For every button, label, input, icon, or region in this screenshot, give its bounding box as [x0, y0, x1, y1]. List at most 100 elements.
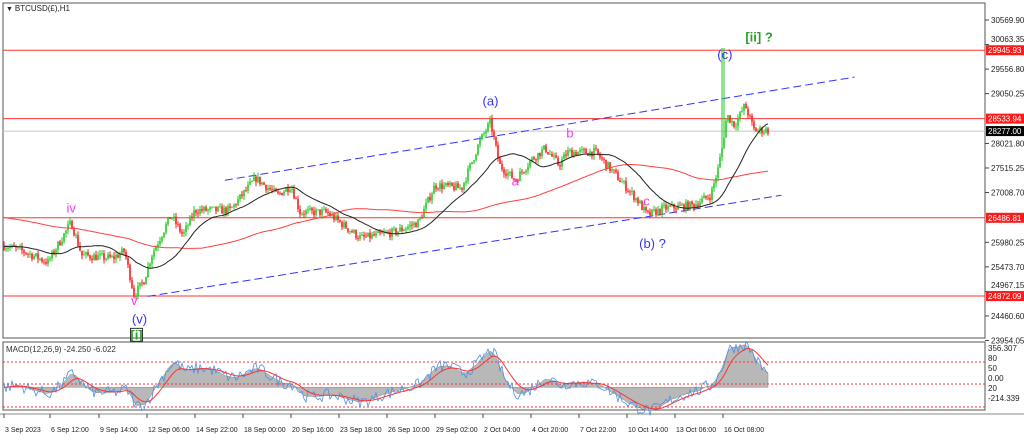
candle-body — [723, 137, 725, 148]
candle-body — [611, 169, 613, 172]
candle-body — [447, 183, 449, 185]
candle-body — [435, 185, 437, 189]
candle-body — [693, 204, 695, 208]
candle-body — [251, 180, 253, 182]
y-tick-label: 30569.90 — [991, 16, 1024, 25]
candle-body — [169, 217, 171, 219]
candle-body — [497, 145, 499, 159]
candle-body — [277, 191, 279, 193]
x-tick-label: 7 Oct 22:00 — [580, 427, 616, 434]
candle-body — [659, 208, 661, 214]
candle-body — [475, 154, 477, 161]
candle-body — [553, 155, 555, 157]
candle-body — [231, 206, 233, 208]
candle-body — [217, 206, 219, 212]
candle-body — [215, 206, 217, 212]
candle-body — [763, 132, 765, 134]
candle-body — [351, 231, 353, 233]
candle-body — [467, 168, 469, 182]
candle-body — [613, 169, 615, 171]
candle-body — [661, 205, 663, 214]
candle-body — [711, 188, 713, 200]
candle-body — [523, 172, 525, 173]
candle-body — [589, 151, 591, 156]
macd-y-tick-label: -214.339 — [988, 394, 1020, 403]
y-tick-label: 28021.80 — [991, 139, 1024, 148]
candle-body — [5, 248, 7, 250]
wave-label: [ii] ? — [745, 30, 772, 45]
candle-body — [767, 128, 769, 134]
candle-body — [359, 235, 361, 239]
candle-body — [483, 133, 485, 135]
candle-body — [7, 248, 9, 249]
candle-body — [627, 191, 629, 192]
candle-body — [681, 204, 683, 206]
candle-body — [451, 182, 453, 186]
candle-body — [157, 244, 159, 247]
channel-line-upper — [224, 76, 855, 181]
candle-body — [13, 245, 15, 247]
wave-label: (c) — [717, 47, 732, 62]
candle-body — [717, 167, 719, 179]
candle-body — [647, 210, 649, 212]
candle-body — [233, 204, 235, 207]
candle-body — [393, 228, 395, 230]
candle-body — [205, 207, 207, 211]
candle-body — [509, 171, 511, 173]
chart-title: ▼ BTCUSD(£),H1 — [6, 4, 70, 13]
candle-body — [197, 212, 199, 214]
candle-body — [229, 206, 231, 208]
candle-body — [127, 257, 129, 265]
candle-body — [209, 207, 211, 210]
candle-body — [707, 197, 709, 199]
candle-body — [115, 255, 117, 260]
candle-body — [585, 149, 587, 154]
candle-body — [535, 159, 537, 161]
candle-body — [143, 282, 145, 285]
current-price-label: 28277.00 — [988, 127, 1022, 136]
candle-body — [79, 245, 81, 251]
candle-body — [739, 111, 741, 119]
moving-average-slow — [3, 164, 769, 249]
candle-body — [135, 296, 137, 298]
candle-body — [81, 250, 83, 256]
macd-histogram — [3, 344, 769, 412]
y-tick-label: 23954.05 — [991, 337, 1024, 346]
candle-body — [425, 202, 427, 209]
x-tick-label: 18 Sep 00:00 — [244, 427, 286, 434]
candle-body — [493, 131, 495, 138]
candle-body — [349, 231, 351, 232]
wave-label: iv — [66, 200, 76, 215]
candle-body — [335, 215, 337, 221]
candle-body — [181, 231, 183, 234]
candle-body — [51, 251, 53, 259]
candle-body — [519, 171, 521, 181]
candle-body — [221, 206, 223, 214]
candle-body — [685, 201, 687, 211]
candle-body — [69, 220, 71, 225]
candle-body — [167, 217, 169, 225]
candle-body — [139, 282, 141, 287]
y-tick-label: 30063.35 — [991, 35, 1024, 44]
triangle-down-icon[interactable]: ▼ — [6, 6, 15, 13]
x-tick-label: 13 Oct 06:00 — [676, 427, 716, 434]
candle-body — [67, 224, 69, 231]
candle-body — [757, 130, 759, 132]
candle-body — [513, 178, 515, 180]
candle-body — [709, 198, 711, 200]
candle-body — [581, 149, 583, 150]
candle-body — [269, 188, 271, 190]
candle-body — [185, 225, 187, 232]
candle-body — [745, 104, 747, 109]
candle-body — [397, 231, 399, 235]
candle-body — [619, 180, 621, 182]
candle-body — [441, 183, 443, 189]
candle-body — [687, 201, 689, 210]
candle-body — [635, 198, 637, 201]
candle-body — [477, 144, 479, 155]
level-price-tag — [986, 291, 1024, 302]
candle-body — [529, 160, 531, 167]
candle-body — [411, 224, 413, 226]
candle-body — [631, 191, 633, 192]
